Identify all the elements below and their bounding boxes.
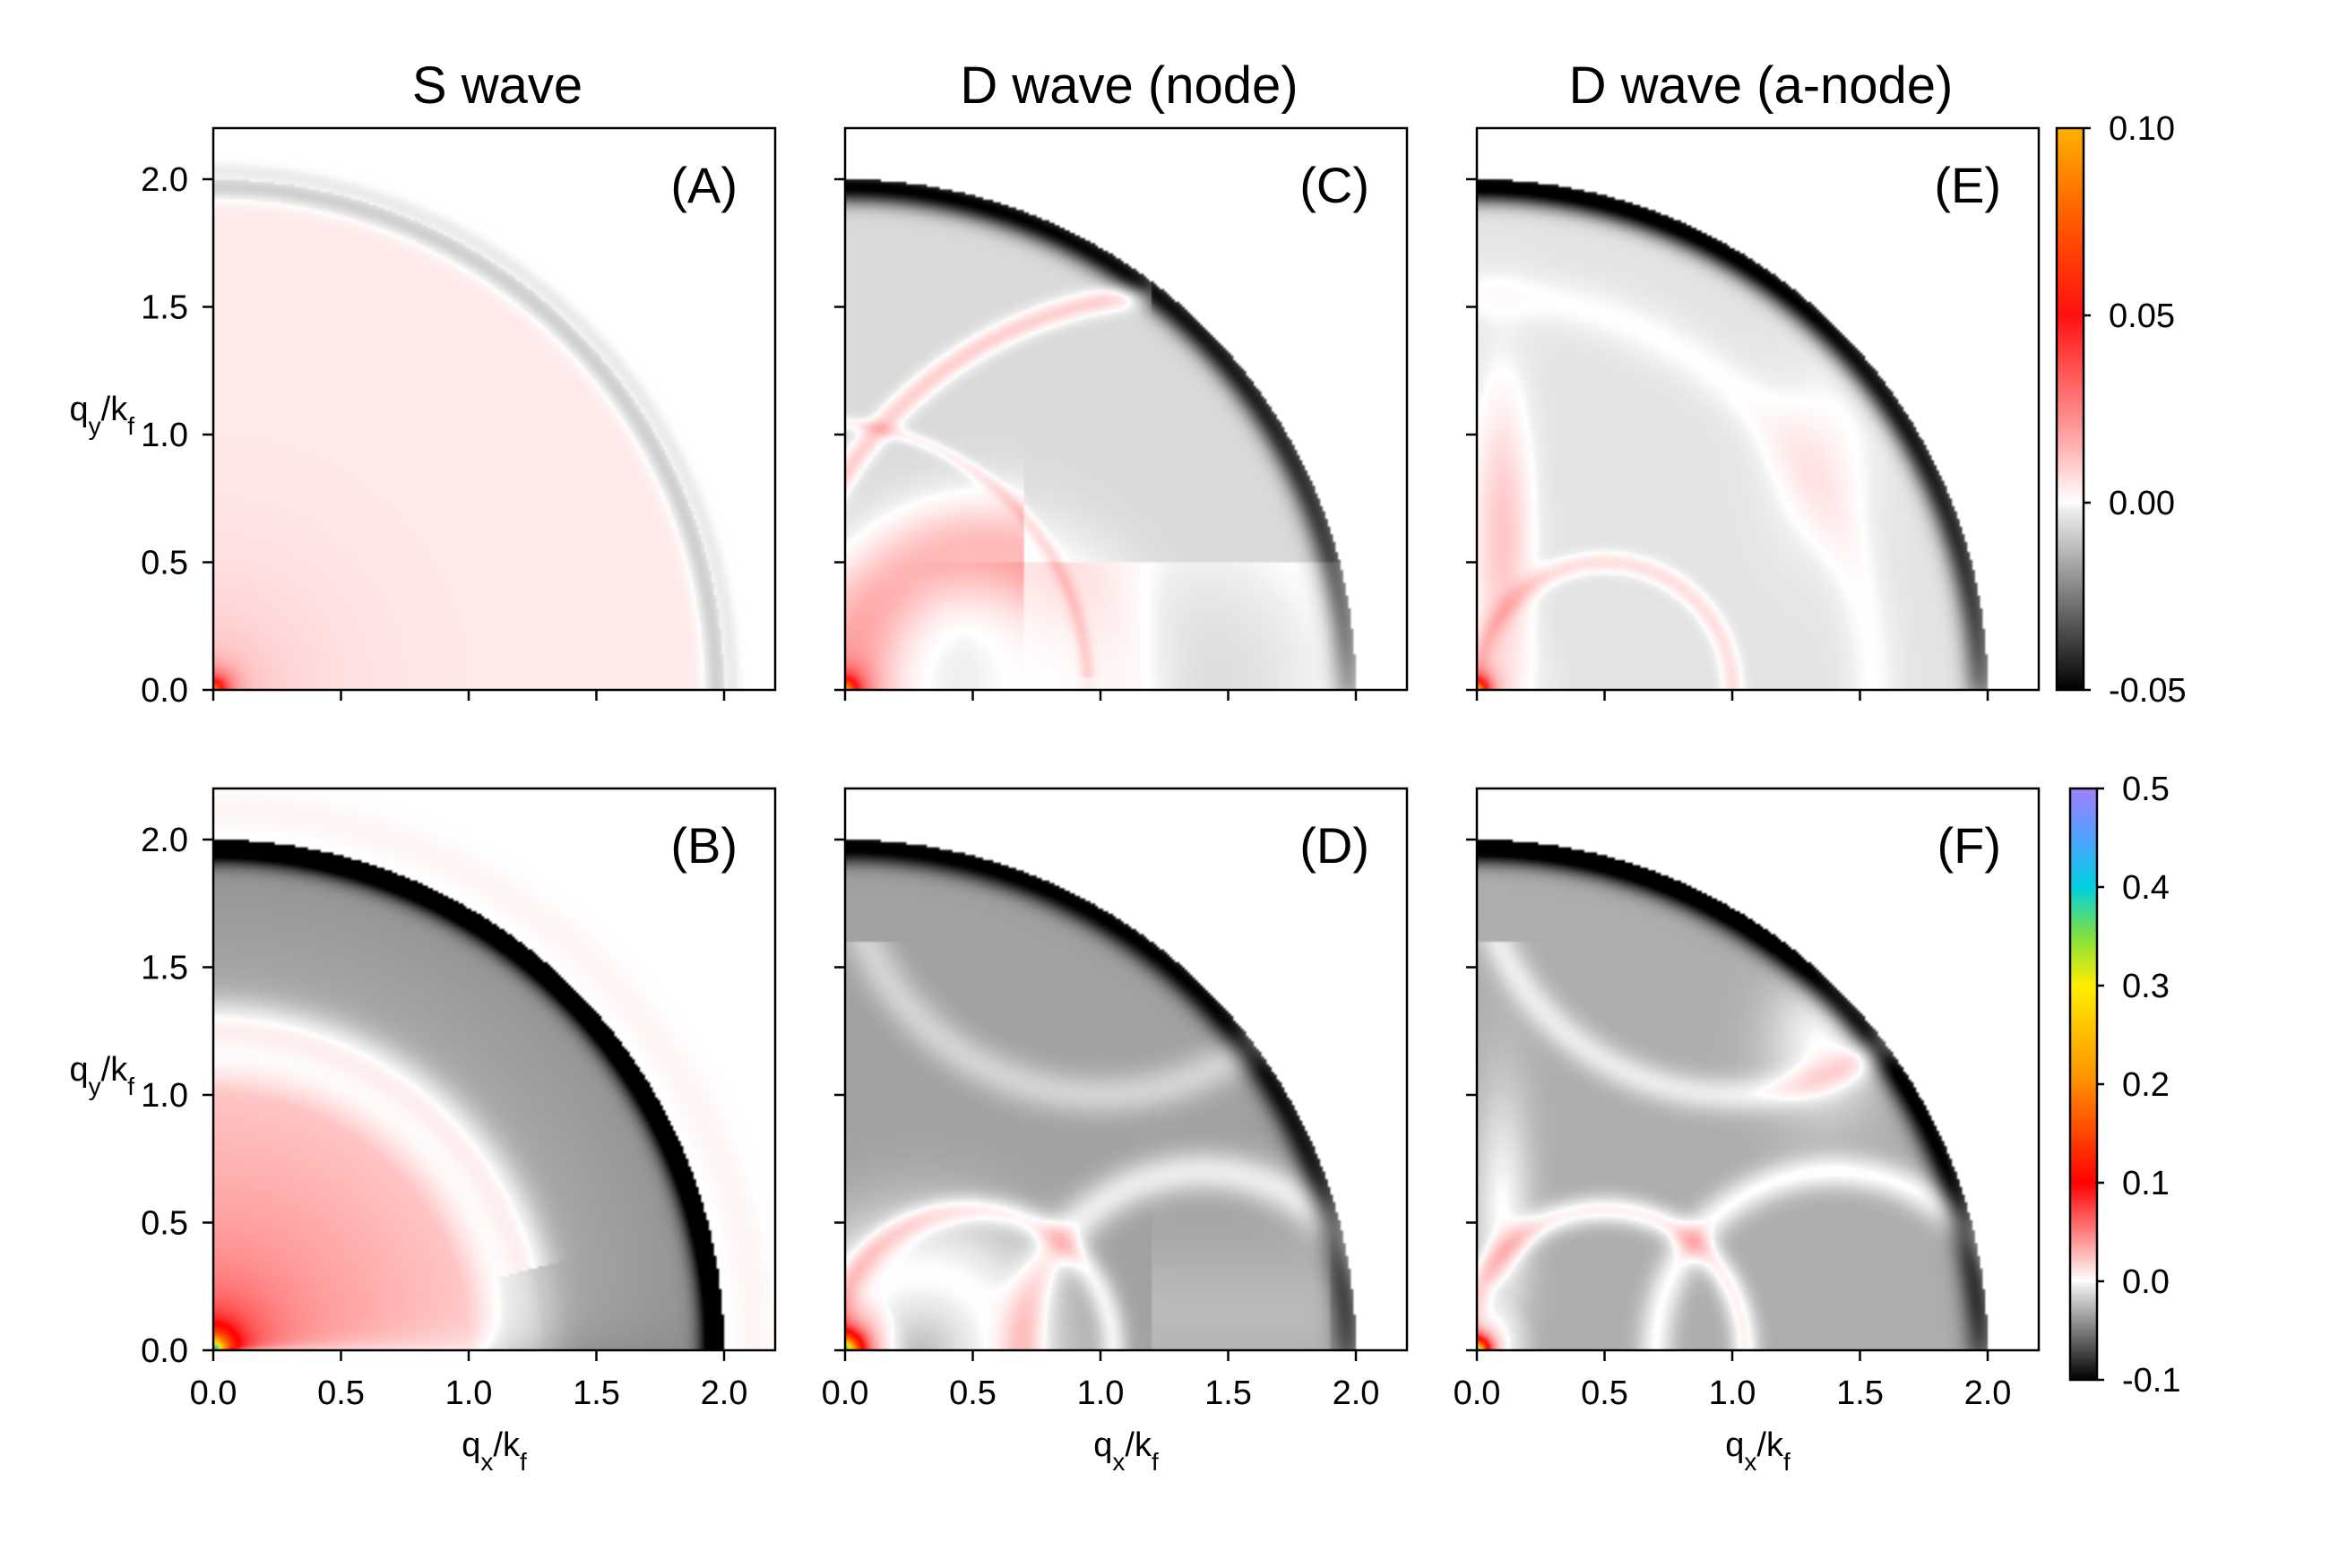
y-axis-label-a: qy/kf	[70, 391, 135, 440]
x-tick-label: 0.0	[190, 1374, 237, 1412]
panel-label-f: (F)	[1937, 817, 2001, 874]
colorbar-gradient-bottom	[2070, 788, 2097, 1380]
y-tick-label: 0.0	[141, 1332, 188, 1370]
panel-label-c: (C)	[1299, 157, 1369, 213]
heatmap-image-d	[845, 788, 1407, 1350]
x-tick-label: 0.5	[317, 1374, 365, 1412]
y-tick-label: 1.0	[141, 417, 188, 454]
colorbar-tick-label: 0.4	[2122, 869, 2170, 907]
panel-c: (C)	[834, 126, 1409, 701]
x-tick-label: 0.0	[1454, 1374, 1501, 1412]
heatmap-image-b	[213, 788, 775, 1350]
x-axis-label-b: qx/kf	[462, 1426, 527, 1476]
colorbar-tick-label: 0.05	[2109, 297, 2175, 335]
panel-label-b: (B)	[670, 817, 738, 874]
x-tick-label: 1.0	[1709, 1374, 1756, 1412]
column-title-d-wave-node: D wave (node)	[960, 56, 1298, 115]
heatmap-image-e	[1477, 128, 2039, 690]
x-axis-label-f: qx/kf	[1725, 1426, 1791, 1476]
plot-frame-a	[211, 126, 777, 692]
column-title-d-wave-a-node: D wave (a-node)	[1569, 56, 1954, 115]
y-tick-label: 0.0	[141, 672, 188, 710]
x-tick-label: 2.0	[1333, 1374, 1380, 1412]
panel-label-d: (D)	[1299, 817, 1369, 874]
y-tick-label: 1.5	[141, 950, 188, 987]
plot-frame-e	[1475, 126, 2041, 692]
plot-frame-f	[1475, 787, 2041, 1352]
colorbar-tick-label: -0.1	[2122, 1362, 2180, 1400]
heatmap-image-c	[845, 128, 1407, 690]
plot-frame-c	[843, 126, 1409, 692]
y-tick-label: 2.0	[141, 161, 188, 199]
x-tick-label: 1.5	[1836, 1374, 1884, 1412]
x-tick-label: 2.0	[1964, 1374, 2012, 1412]
x-tick-label: 1.5	[1204, 1374, 1252, 1412]
colorbar-tick-label: 0.10	[2109, 110, 2175, 148]
panel-a: 0.0 0.5 1.0 1.5 2.0 (A) qy/kf	[70, 126, 777, 710]
x-axis-label-d: qx/kf	[1093, 1426, 1159, 1476]
colorbar-tick-label: 0.2	[2122, 1066, 2170, 1104]
x-tick-label: 0.5	[1581, 1374, 1628, 1412]
colorbar-top: 0.10 0.05 0.00 -0.05	[2055, 110, 2187, 710]
colorbar-tick-label: 0.00	[2109, 485, 2175, 522]
x-tick-label: 0.5	[949, 1374, 997, 1412]
x-tick-label: 1.0	[445, 1374, 493, 1412]
panel-e: (E)	[1466, 126, 2041, 701]
heatmap-image-a	[213, 128, 775, 690]
y-axis-label-b: qy/kf	[70, 1051, 135, 1100]
column-title-s-wave: S wave	[412, 56, 582, 115]
y-tick-label: 2.0	[141, 822, 188, 859]
x-tick-label: 0.0	[822, 1374, 869, 1412]
y-tick-label: 1.0	[141, 1077, 188, 1115]
plot-frame-d	[843, 787, 1409, 1352]
colorbar-tick-label: 0.3	[2122, 968, 2170, 1005]
colorbar-tick-label: 0.5	[2122, 771, 2170, 808]
colorbar-frame-top	[2055, 126, 2085, 692]
y-tick-label: 0.5	[141, 1205, 188, 1243]
y-tick-label: 0.5	[141, 545, 188, 582]
x-tick-label: 1.5	[573, 1374, 620, 1412]
colorbar-gradient-top	[2057, 128, 2084, 690]
column-titles: S wave D wave (node) D wave (a-node)	[412, 56, 1953, 115]
heatmap-image-f	[1477, 788, 2039, 1350]
colorbar-tick-label: -0.05	[2109, 672, 2187, 710]
panel-label-a: (A)	[670, 157, 738, 213]
colorbar-bottom: 0.5 0.4 0.3 0.2 0.1 0.0 -0.1	[2068, 771, 2180, 1400]
panel-f: 0.0 0.5 1.0 1.5 2.0 (F) qx/kf	[1454, 787, 2041, 1476]
panel-b: 0.00.0 0.5 0.5 1.0 1.0 1.5 1.5 2.0 2.0 (B) qx/kf qy…	[70, 787, 777, 1476]
colorbar-tick-label: 0.0	[2122, 1263, 2170, 1301]
heatmap-panels: 0.00.51.01.52.0 (A)qy/kf0.00.00.50.51.01.…	[70, 126, 2041, 1476]
panel-d: 0.0 0.5 1.0 1.5 2.0 (D) qx/kf	[822, 787, 1409, 1476]
y-tick-label: 1.5	[141, 289, 188, 327]
colorbar-tick-label: 0.1	[2122, 1165, 2170, 1202]
panel-label-e: (E)	[1934, 157, 2001, 213]
x-tick-label: 1.0	[1077, 1374, 1125, 1412]
x-tick-label: 2.0	[701, 1374, 748, 1412]
colorbars: 0.10 0.05 0.00 -0.05 0.5 0.4 0.3 0.2 0.1 0.0 -0.1	[2055, 110, 2187, 1400]
plot-frame-b	[211, 787, 777, 1352]
